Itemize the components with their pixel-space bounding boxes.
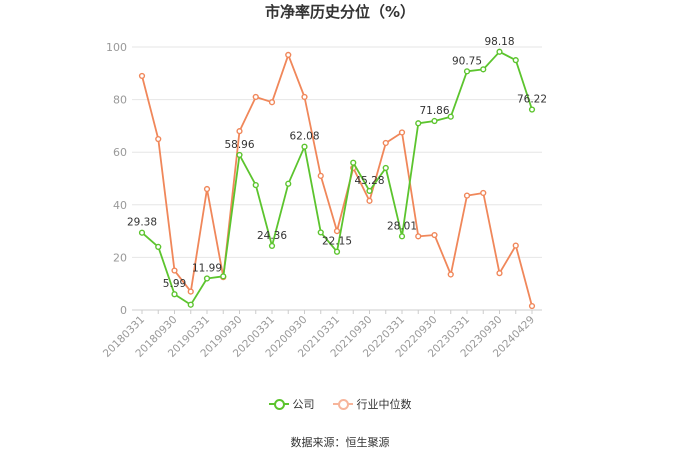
data-label: 11.99 [192, 262, 222, 274]
y-tick-label: 100 [106, 41, 127, 54]
source-note: 数据来源：恒生聚源 [290, 436, 390, 449]
data-point-company[interactable] [317, 229, 324, 236]
data-point-industry-median[interactable] [398, 129, 406, 136]
data-point-company[interactable] [350, 159, 357, 166]
data-point-company[interactable] [285, 180, 292, 187]
data-labels: 29.38 5.99 11.99 58.96 24.36 62.08 22.15 45.28 2… [127, 36, 547, 290]
y-axis: 0 20 40 60 80 100 [106, 41, 127, 317]
data-point-industry-median[interactable] [512, 242, 519, 249]
data-label: 76.22 [517, 94, 547, 106]
data-point-company[interactable] [366, 187, 373, 195]
data-point-industry-median[interactable] [138, 72, 146, 80]
data-point-industry-median[interactable] [463, 192, 471, 199]
data-label: 5.99 [163, 278, 186, 290]
data-point-industry-median[interactable] [301, 93, 308, 101]
data-label: 24.36 [257, 230, 287, 242]
data-label: 58.96 [224, 139, 254, 151]
data-label: 90.75 [452, 55, 482, 67]
legend-marker-company [268, 398, 289, 410]
data-point-company[interactable] [236, 151, 243, 159]
data-point-industry-median[interactable] [382, 139, 389, 147]
legend-item-industry-median[interactable]: 行业中位数 [332, 396, 412, 412]
y-tick-label: 20 [113, 251, 127, 264]
data-point-industry-median[interactable] [171, 267, 178, 274]
data-point-industry-median[interactable] [333, 228, 341, 235]
data-point-company[interactable] [252, 181, 259, 189]
data-point-industry-median[interactable] [431, 231, 438, 239]
legend-item-company[interactable]: 公司 [268, 396, 315, 412]
data-point-company[interactable] [431, 117, 438, 125]
data-point-company[interactable] [155, 243, 162, 250]
data-point-industry-median[interactable] [415, 233, 422, 240]
series-layer [138, 48, 536, 310]
y-tick-label: 40 [113, 199, 127, 212]
data-point-company[interactable] [268, 242, 276, 250]
data-point-industry-median[interactable] [268, 99, 276, 106]
y-tick-label: 0 [120, 304, 127, 317]
data-point-industry-median[interactable] [447, 271, 454, 278]
legend-label-company: 公司 [292, 398, 315, 411]
data-point-industry-median[interactable] [236, 128, 243, 135]
data-point-company[interactable] [496, 48, 503, 55]
data-label: 71.86 [419, 105, 449, 117]
data-point-company[interactable] [480, 66, 487, 73]
data-point-company[interactable] [301, 143, 308, 150]
data-point-industry-median[interactable] [366, 197, 373, 204]
data-point-company[interactable] [171, 291, 178, 298]
data-point-company[interactable] [447, 113, 454, 120]
data-point-industry-median[interactable] [480, 189, 487, 197]
legend-label-industry-median: 行业中位数 [356, 398, 412, 411]
data-point-company[interactable] [382, 164, 389, 172]
legend: 公司 行业中位数 [0, 396, 680, 412]
data-label: 98.18 [484, 36, 514, 48]
data-point-industry-median[interactable] [528, 302, 536, 310]
legend-marker-industry-median [332, 398, 353, 410]
data-point-company[interactable] [220, 273, 227, 280]
data-label: 29.38 [127, 217, 157, 229]
data-label: 28.01 [387, 220, 417, 232]
data-label: 62.08 [289, 131, 319, 143]
data-point-industry-median[interactable] [496, 270, 503, 277]
data-point-company[interactable] [138, 229, 146, 236]
data-point-company[interactable] [415, 120, 422, 127]
data-label: 45.28 [354, 175, 384, 187]
data-point-industry-median[interactable] [317, 172, 324, 179]
x-axis: 2018033120180930201903312019093020200331… [101, 310, 537, 360]
data-point-industry-median[interactable] [285, 51, 292, 58]
data-point-company[interactable] [333, 248, 341, 255]
data-point-company[interactable] [187, 301, 194, 308]
data-point-industry-median[interactable] [155, 135, 162, 143]
data-point-industry-median[interactable] [187, 288, 194, 295]
data-point-company[interactable] [528, 106, 536, 113]
data-point-industry-median[interactable] [203, 185, 211, 193]
data-point-company[interactable] [463, 68, 471, 75]
data-point-industry-median[interactable] [252, 93, 259, 101]
data-label: 22.15 [322, 236, 352, 248]
data-point-company[interactable] [512, 57, 519, 64]
chart-title: 市净率历史分位（%） [264, 3, 416, 21]
data-point-company[interactable] [203, 275, 211, 282]
y-tick-label: 60 [113, 146, 127, 159]
y-tick-label: 80 [113, 94, 127, 107]
data-point-company[interactable] [398, 233, 406, 240]
